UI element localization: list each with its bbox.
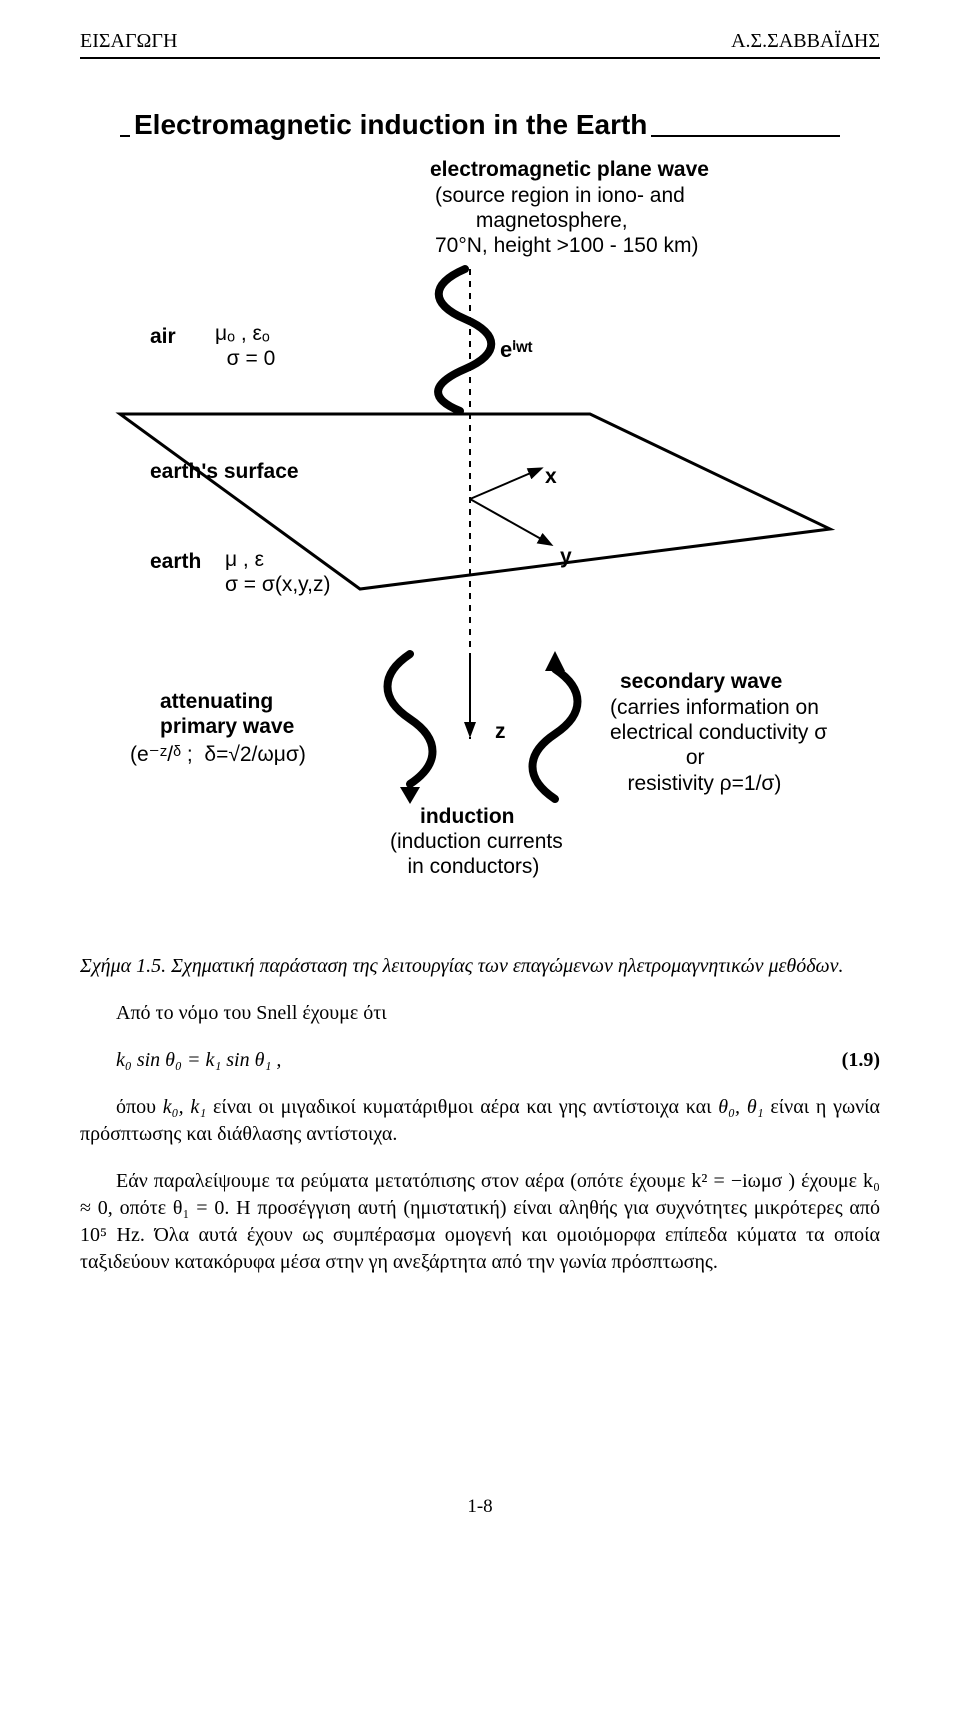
where-mid: είναι οι μιγαδικοί κυματάριθμοι αέρα και… xyxy=(206,1096,718,1118)
where-k: k₀, k₁ xyxy=(163,1096,206,1118)
where-theta: θ₀, θ₁ xyxy=(718,1096,763,1118)
figure-caption: Σχήμα 1.5. Σχηματική παράσταση της λειτο… xyxy=(80,953,880,980)
para-where: όπου k₀, k₁ είναι οι μιγαδικοί κυματάριθ… xyxy=(80,1094,880,1148)
equation-text: k₀ sin θ₀ = k₁ sin θ₁ , xyxy=(116,1049,281,1071)
equation-row: k₀ sin θ₀ = k₁ sin θ₁ , (1.9) xyxy=(80,1047,880,1074)
header-rule xyxy=(80,57,880,59)
header-left: ΕΙΣΑΓΩΓΗ xyxy=(80,30,177,53)
para-conclusion: Εάν παραλείψουμε τα ρεύματα μετατόπισης … xyxy=(80,1168,880,1276)
figure: Electromagnetic induction in the Earth e… xyxy=(100,99,860,939)
page-number: 1-8 xyxy=(80,1496,880,1518)
header-right: Α.Σ.ΣΑΒΒΑΪΔΗΣ xyxy=(731,30,880,53)
page: ΕΙΣΑΓΩΓΗ Α.Σ.ΣΑΒΒΑΪΔΗΣ Electromagnetic i… xyxy=(0,0,960,1558)
equation: k₀ sin θ₀ = k₁ sin θ₁ , xyxy=(80,1047,281,1074)
page-header: ΕΙΣΑΓΩΓΗ Α.Σ.ΣΑΒΒΑΪΔΗΣ xyxy=(80,30,880,57)
para-snell-intro: Από το νόμο του Snell έχουμε ότι xyxy=(80,1000,880,1027)
body-text: Από το νόμο του Snell έχουμε ότι k₀ sin … xyxy=(80,1000,880,1276)
equation-number: (1.9) xyxy=(842,1047,880,1074)
figure-svg xyxy=(100,99,860,939)
where-lead: όπου xyxy=(116,1096,163,1118)
